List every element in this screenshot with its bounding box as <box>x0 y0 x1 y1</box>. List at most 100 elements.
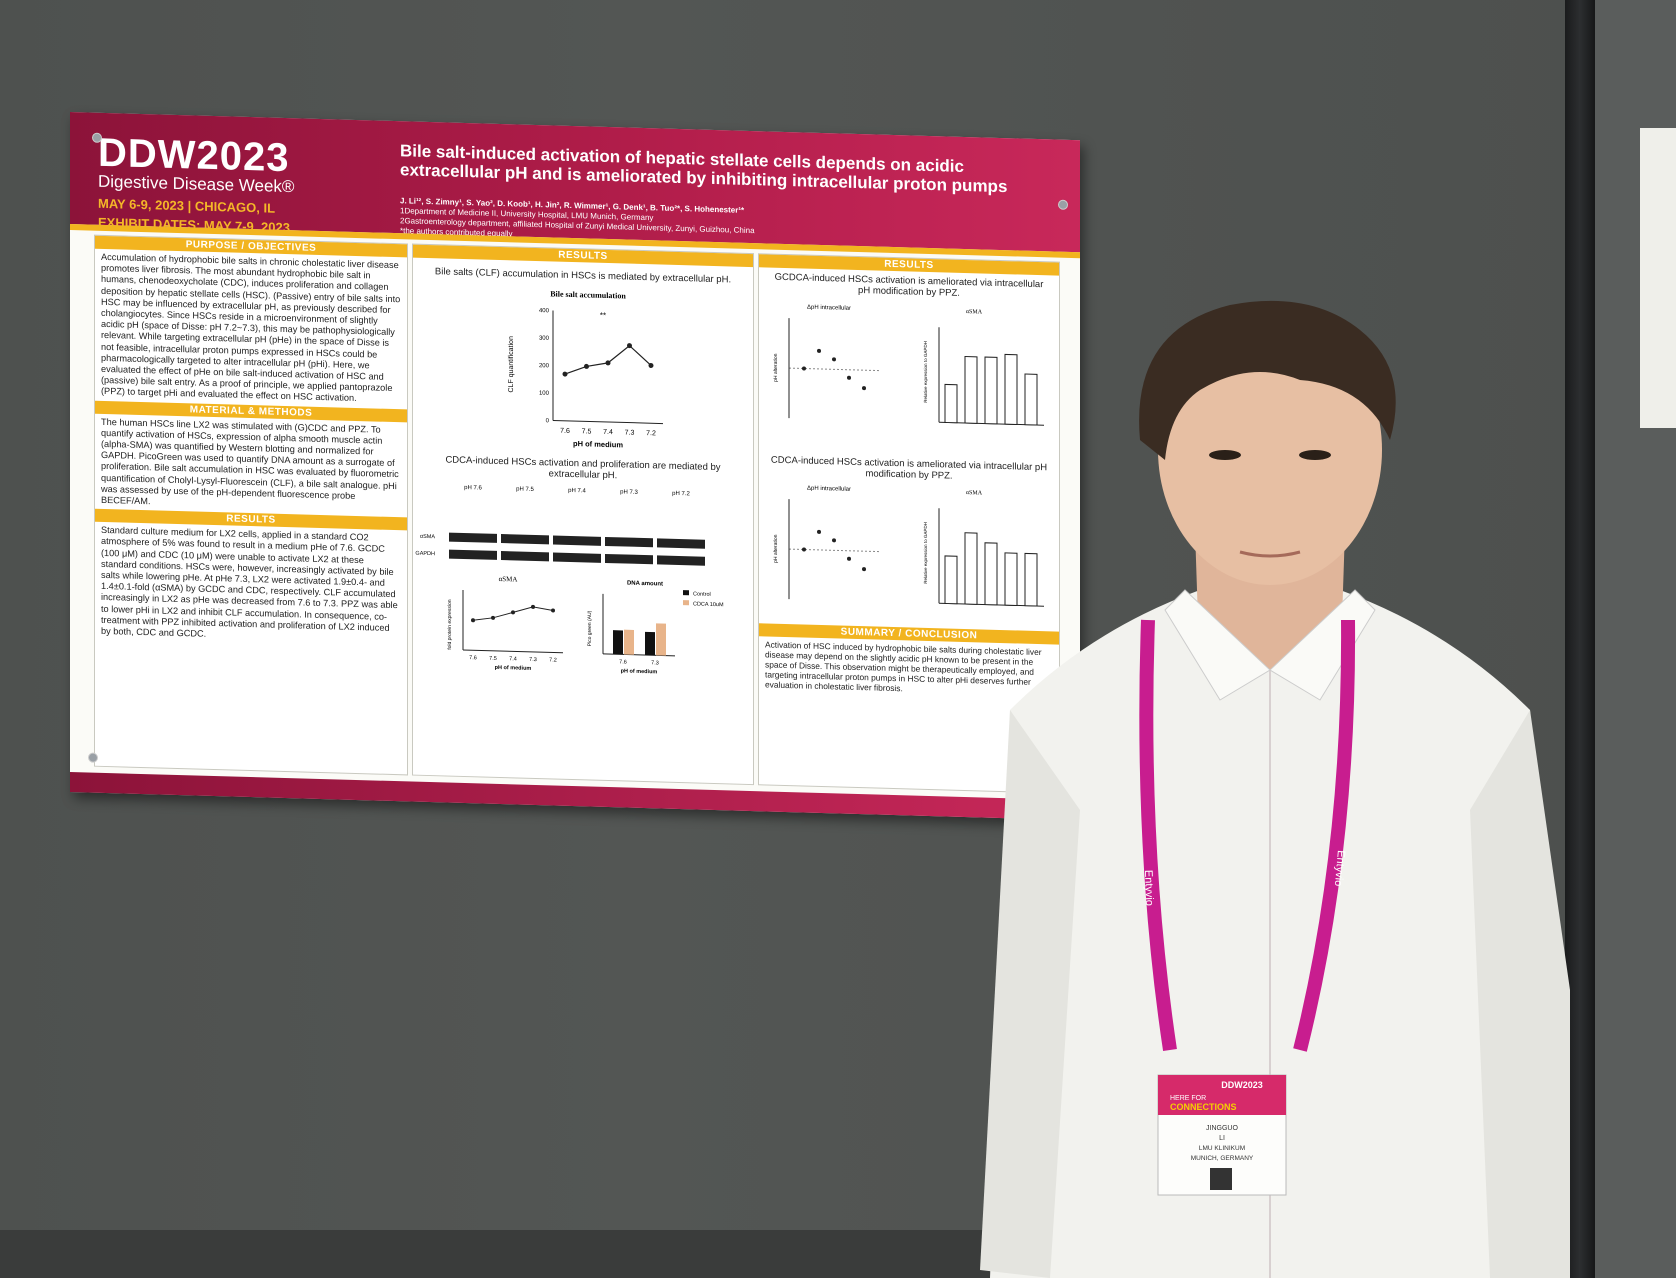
lanyard-text: Entyvio <box>1142 870 1155 906</box>
lanyard <box>1139 619 1177 1052</box>
shirt-collar <box>1164 589 1271 701</box>
section-results-middle: RESULTS <box>413 244 753 268</box>
x-axis-label: pH of medium <box>495 665 532 672</box>
x-tick-label: 7.3 <box>625 429 635 436</box>
ph-y-label-2: pH alteration <box>773 534 779 563</box>
poster: DDW2023 Digestive Disease Week® MAY 6-9,… <box>70 112 1080 821</box>
bar <box>1024 552 1038 607</box>
badge-organization: LMU KLINIKUM <box>1199 1145 1245 1152</box>
x-tick-label: 7.6 <box>469 655 477 661</box>
y-tick-label: 0 <box>546 418 550 424</box>
push-pin <box>1058 199 1068 210</box>
ph-chart-title-2: ΔpH intracellular <box>807 486 851 493</box>
legend-control-swatch <box>683 590 689 596</box>
presenter: Entyvio Entyvio DDW2023 HERE FOR CONNECT… <box>980 300 1570 1278</box>
blot-label-2: pH 7.5 <box>516 486 534 493</box>
bar <box>656 623 666 656</box>
left-arm <box>980 710 1080 1278</box>
bar <box>1004 552 1018 606</box>
series-line <box>564 344 652 375</box>
bar <box>1004 353 1018 425</box>
event-dates: MAY 6-9, 2023 | CHICAGO, IL <box>98 195 276 216</box>
lanyard <box>1293 619 1356 1052</box>
asma-chart-title: αSMA <box>499 575 518 584</box>
blot-band <box>605 553 653 565</box>
sma-chart-title: αSMA <box>966 309 983 315</box>
data-point <box>832 357 836 362</box>
methods-text: The human HSCs line LX2 was stimulated w… <box>101 416 399 507</box>
right-eye <box>1299 450 1331 460</box>
gcdca-charts: ΔpH intracellular pH alteration αSMA Rel… <box>773 305 1044 426</box>
blot-band <box>449 532 497 543</box>
mouth <box>1239 550 1301 558</box>
y-tick-label: 200 <box>539 363 550 369</box>
blot-label-3: pH 7.4 <box>568 488 586 495</box>
badge-logo: DDW2023 <box>1221 1080 1263 1090</box>
blot-band <box>501 534 549 545</box>
bar <box>613 630 623 655</box>
x-tick-label: 7.6 <box>619 659 627 665</box>
y-axis-label: CLF quantification <box>508 336 515 393</box>
bar <box>944 383 958 424</box>
data-point <box>862 386 866 391</box>
figure-caption-2: CDCA-induced HSCs activation and prolife… <box>445 454 721 482</box>
x-axis <box>463 649 563 654</box>
x-tick-label: 7.2 <box>549 657 557 663</box>
dna-chart-title: DNA amount <box>627 581 663 588</box>
ddw-logo: DDW2023 Digestive Disease Week® MAY 6-9,… <box>98 131 294 235</box>
badge-tagline-1: HERE FOR <box>1170 1095 1206 1102</box>
blot-label-5: pH 7.2 <box>672 491 690 498</box>
legend-cdca-swatch <box>683 600 689 606</box>
bar <box>1024 373 1038 426</box>
x-tick-label: 7.3 <box>651 660 659 666</box>
data-point <box>817 529 821 534</box>
data-point <box>817 348 821 353</box>
western-blot-image: pH 7.6 pH 7.5 pH 7.4 pH 7.3 pH 7.2 αSMA … <box>415 485 705 566</box>
x-axis-label: pH of medium <box>573 439 623 449</box>
poster-title: Bile salt-induced activation of hepatic … <box>400 141 1008 197</box>
left-column: PURPOSE / OBJECTIVES Accumulation of hyd… <box>94 234 408 776</box>
asma-dna-charts: αSMA fold protein expression DNA amount … <box>447 575 724 675</box>
bar <box>984 356 998 425</box>
y-tick-label: 300 <box>539 336 550 342</box>
purpose-text: Accumulation of hydrophobic bile salts i… <box>101 251 401 404</box>
badge-header <box>1158 1075 1286 1115</box>
left-eye <box>1209 450 1241 460</box>
x-tick-label: 7.6 <box>560 428 570 435</box>
bar <box>964 532 978 605</box>
middle-column: RESULTS Bile salts (CLF) accumulation in… <box>412 243 754 786</box>
cdca-charts: ΔpH intracellular pH alteration αSMA Rel… <box>773 486 1044 607</box>
hair <box>1139 300 1396 460</box>
blot-band <box>553 552 601 563</box>
zero-line <box>789 548 879 553</box>
blot-row-asma: αSMA <box>420 534 435 540</box>
board-pole <box>1565 0 1595 1278</box>
bar <box>984 542 998 606</box>
data-point <box>802 547 806 552</box>
data-point <box>847 556 851 561</box>
blot-label-4: pH 7.3 <box>620 489 638 496</box>
push-pin <box>88 752 98 763</box>
blot-band <box>657 555 705 566</box>
blot-label-1: pH 7.6 <box>464 485 482 492</box>
x-tick-label: 7.5 <box>489 656 497 662</box>
blot-band <box>605 536 653 548</box>
lanyard-text: Entyvio <box>1332 850 1347 887</box>
zero-line <box>789 367 879 372</box>
data-point <box>471 618 475 623</box>
chart-title: Bile salt accumulation <box>550 289 626 300</box>
bar <box>964 355 978 424</box>
x-tick-label: 7.2 <box>646 430 656 437</box>
x-tick-label: 7.3 <box>529 657 537 663</box>
series-line <box>472 606 554 621</box>
logo-subtitle: Digestive Disease Week® <box>98 171 295 197</box>
x-tick-label: 7.5 <box>582 428 592 435</box>
badge-tagline-2: CONNECTIONS <box>1170 1102 1237 1112</box>
ph-chart-title: ΔpH intracellular <box>807 305 851 312</box>
x-axis-label: pH of medium <box>621 668 658 675</box>
x-axis <box>553 419 663 425</box>
bile-salt-chart: Bile salt accumulation CLF quantificatio… <box>508 289 663 449</box>
blot-row-gapdh: GAPDH <box>415 551 435 558</box>
shirt-collar <box>1269 589 1376 701</box>
legend-control: Control <box>693 591 711 597</box>
